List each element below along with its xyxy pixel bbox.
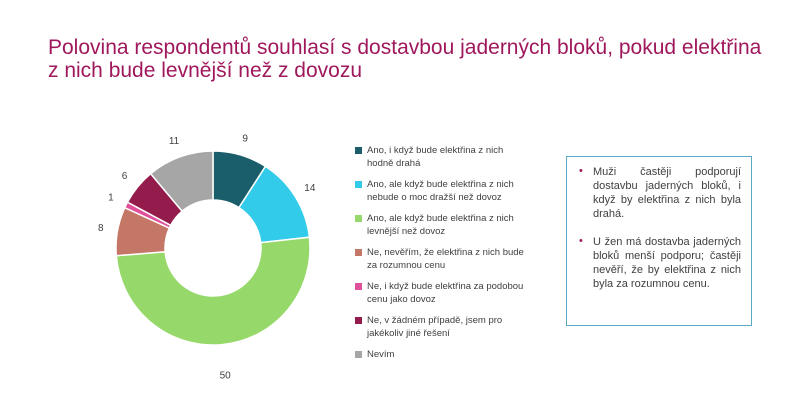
- legend-swatch: [355, 351, 362, 358]
- legend-label: Ne, i když bude elektřina za podobou cen…: [367, 281, 524, 305]
- insight-item: U žen má dostavba jaderných bloků menší …: [579, 235, 741, 291]
- chart-title: Polovina respondentů souhlasí s dostavbo…: [48, 36, 762, 82]
- donut-slice: [149, 150, 214, 213]
- legend-item: Ano, i když bude elektřina z nich hodně …: [355, 144, 525, 178]
- legend-item: Ne, i když bude elektřina za podobou cen…: [355, 280, 525, 314]
- slice-value-label: 1: [108, 192, 114, 203]
- slice-value-label: 14: [304, 183, 316, 194]
- slice-value-label: 50: [220, 370, 232, 381]
- legend-swatch: [355, 215, 362, 222]
- legend-label: Ne, v žádném případě, jsem pro jakékoliv…: [367, 315, 503, 339]
- chart-legend: Ano, i když bude elektřina z nich hodně …: [355, 144, 525, 366]
- donut-slice: [115, 236, 311, 346]
- legend-swatch: [355, 283, 362, 290]
- legend-item: Nevím: [355, 348, 525, 366]
- legend-swatch: [355, 317, 362, 324]
- insight-text-women: U žen má dostavba jaderných bloků menší …: [593, 236, 741, 290]
- slice-value-label: 9: [242, 134, 248, 145]
- legend-item: Ne, nevěřím, že elektřina z nich bude za…: [355, 246, 525, 280]
- legend-label: Ne, nevěřím, že elektřina z nich bude za…: [367, 247, 524, 271]
- insight-text-men: Muži častěji podporují dostavbu jadernýc…: [593, 166, 741, 220]
- legend-swatch: [355, 249, 362, 256]
- insight-item: Muži častěji podporují dostavbu jadernýc…: [579, 165, 741, 221]
- legend-item: Ne, v žádném případě, jsem pro jakékoliv…: [355, 314, 525, 348]
- legend-label: Ano, i když bude elektřina z nich hodně …: [367, 145, 504, 169]
- legend-item: Ano, ale když bude elektřina z nich levn…: [355, 212, 525, 246]
- slice-value-label: 11: [169, 136, 180, 147]
- slice-value-label: 6: [122, 171, 128, 182]
- legend-label: Nevím: [367, 349, 395, 360]
- slice-value-label: 8: [98, 223, 104, 234]
- legend-label: Ano, ale když bude elektřina z nich levn…: [367, 213, 514, 237]
- legend-label: Ano, ale když bude elektřina z nich nebu…: [367, 179, 514, 203]
- legend-swatch: [355, 147, 362, 154]
- legend-item: Ano, ale když bude elektřina z nich nebu…: [355, 178, 525, 212]
- legend-swatch: [355, 181, 362, 188]
- insight-box: Muži častěji podporují dostavbu jadernýc…: [566, 156, 752, 326]
